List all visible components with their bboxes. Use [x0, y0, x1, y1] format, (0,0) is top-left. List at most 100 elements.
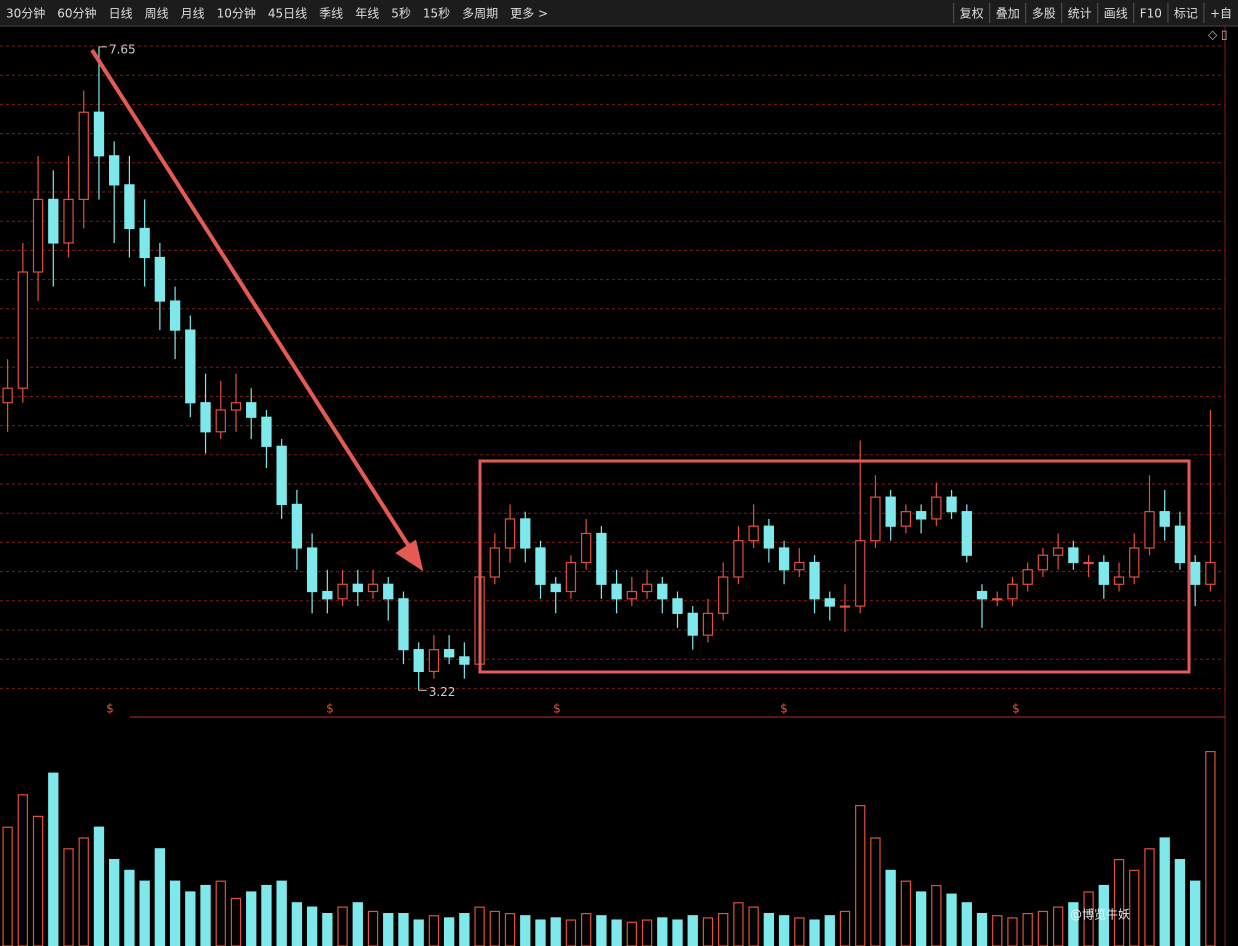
- volume-bar: [1159, 837, 1170, 946]
- volume-bar: [931, 884, 942, 946]
- tool-button[interactable]: 画线: [1104, 7, 1128, 21]
- tab[interactable]: 30分钟: [6, 6, 45, 21]
- volume-bar: [520, 915, 531, 946]
- candle-body: [809, 561, 820, 600]
- tab[interactable]: 周线: [145, 7, 169, 21]
- tool-button[interactable]: 多股: [1032, 7, 1056, 21]
- volume-bar: [718, 912, 729, 946]
- tool-button[interactable]: F10: [1140, 7, 1162, 21]
- volume-bar: [672, 919, 683, 946]
- volume-bar: [109, 858, 120, 946]
- tab[interactable]: 5秒: [391, 7, 411, 21]
- event-marker: $: [780, 702, 788, 716]
- volume-bar: [1144, 848, 1155, 946]
- candle-body: [337, 583, 348, 600]
- tool-button[interactable]: 叠加: [996, 7, 1020, 21]
- tab[interactable]: 日线: [109, 7, 133, 21]
- volume-bar: [839, 910, 851, 946]
- candle-body: [580, 532, 592, 564]
- candle-body: [246, 402, 257, 418]
- candle-body: [291, 503, 303, 549]
- candle-body: [1052, 547, 1064, 556]
- volume-bar: [124, 869, 135, 946]
- candle-body: [1159, 511, 1170, 527]
- volume-bar: [794, 917, 805, 946]
- candle-body: [550, 583, 561, 593]
- volume-bar: [763, 912, 775, 946]
- candle-body: [565, 561, 577, 593]
- tab[interactable]: 60分钟: [57, 6, 96, 21]
- candle-body: [200, 402, 211, 433]
- volume-bar: [580, 912, 592, 946]
- volume-bar: [413, 919, 424, 946]
- volume-bar: [1129, 869, 1140, 946]
- tab[interactable]: 45日线: [268, 7, 307, 21]
- volume-bar: [855, 804, 866, 946]
- volume-bar: [1174, 858, 1186, 946]
- tool-button[interactable]: +自: [1210, 7, 1232, 21]
- volume-bar: [687, 915, 698, 946]
- volume-bar: [809, 919, 820, 946]
- volume-bar: [915, 891, 927, 946]
- volume-bar: [596, 915, 607, 946]
- candle-body: [672, 598, 683, 614]
- volume-bar: [352, 902, 363, 946]
- tab[interactable]: 15秒: [423, 7, 450, 21]
- arrow-head: [395, 539, 424, 572]
- volume-bar: [32, 815, 44, 946]
- volume-bar: [824, 915, 835, 946]
- toolbar: [0, 0, 1238, 26]
- candle-body: [718, 576, 729, 614]
- trend-arrow: [90, 48, 412, 550]
- tab[interactable]: 更多 >: [510, 7, 548, 21]
- volume-bar: [778, 915, 790, 946]
- candle-body: [1083, 561, 1094, 565]
- volume-bar: [337, 906, 348, 946]
- candle-body: [109, 155, 120, 186]
- candle-body: [1144, 511, 1155, 549]
- volume-bar: [398, 912, 409, 946]
- volume-bar: [748, 906, 759, 946]
- candle-body: [1129, 547, 1140, 578]
- volume-bar: [657, 917, 668, 946]
- candle-body: [794, 561, 805, 571]
- tab[interactable]: 年线: [355, 7, 379, 21]
- tab[interactable]: 10分钟: [217, 6, 256, 21]
- tab[interactable]: 月线: [181, 7, 205, 21]
- candle-body: [428, 649, 440, 673]
- volume-bar: [291, 902, 303, 946]
- volume-bar: [1007, 917, 1018, 946]
- candle-body: [504, 518, 516, 549]
- tab[interactable]: 多周期: [462, 7, 498, 21]
- candle-body: [459, 656, 470, 665]
- candle-body: [261, 416, 272, 447]
- tool-button[interactable]: 统计: [1068, 7, 1092, 21]
- volume-bar: [322, 912, 333, 946]
- candle-body: [687, 612, 698, 636]
- candle-body: [855, 540, 866, 607]
- volume-bar: [535, 919, 546, 946]
- candle-body: [702, 612, 714, 636]
- volume-bar: [946, 893, 957, 946]
- volume-bar: [17, 794, 29, 946]
- marks: 7.65 3.22 $ $ $ $ $: [2, 42, 1216, 946]
- volume-bar: [154, 848, 166, 946]
- tool-button[interactable]: 复权: [960, 7, 984, 21]
- volume-bar: [276, 880, 287, 946]
- watermark: @博览牛妖: [1070, 907, 1130, 922]
- volume-bar: [565, 919, 577, 946]
- tool-button[interactable]: 标记: [1174, 7, 1198, 21]
- candle-body: [839, 605, 851, 608]
- volume-bar: [961, 902, 972, 946]
- candle-body: [169, 300, 181, 331]
- candle-body: [383, 583, 394, 600]
- volume-bar: [1113, 858, 1125, 946]
- candle-body: [322, 590, 333, 600]
- candle-body: [413, 649, 424, 673]
- volume-bar: [1052, 906, 1064, 946]
- tab[interactable]: 季线: [319, 7, 343, 21]
- candle-body: [1037, 554, 1049, 571]
- icon[interactable]: ◇ ▯: [1208, 28, 1228, 42]
- candle-body: [641, 583, 653, 593]
